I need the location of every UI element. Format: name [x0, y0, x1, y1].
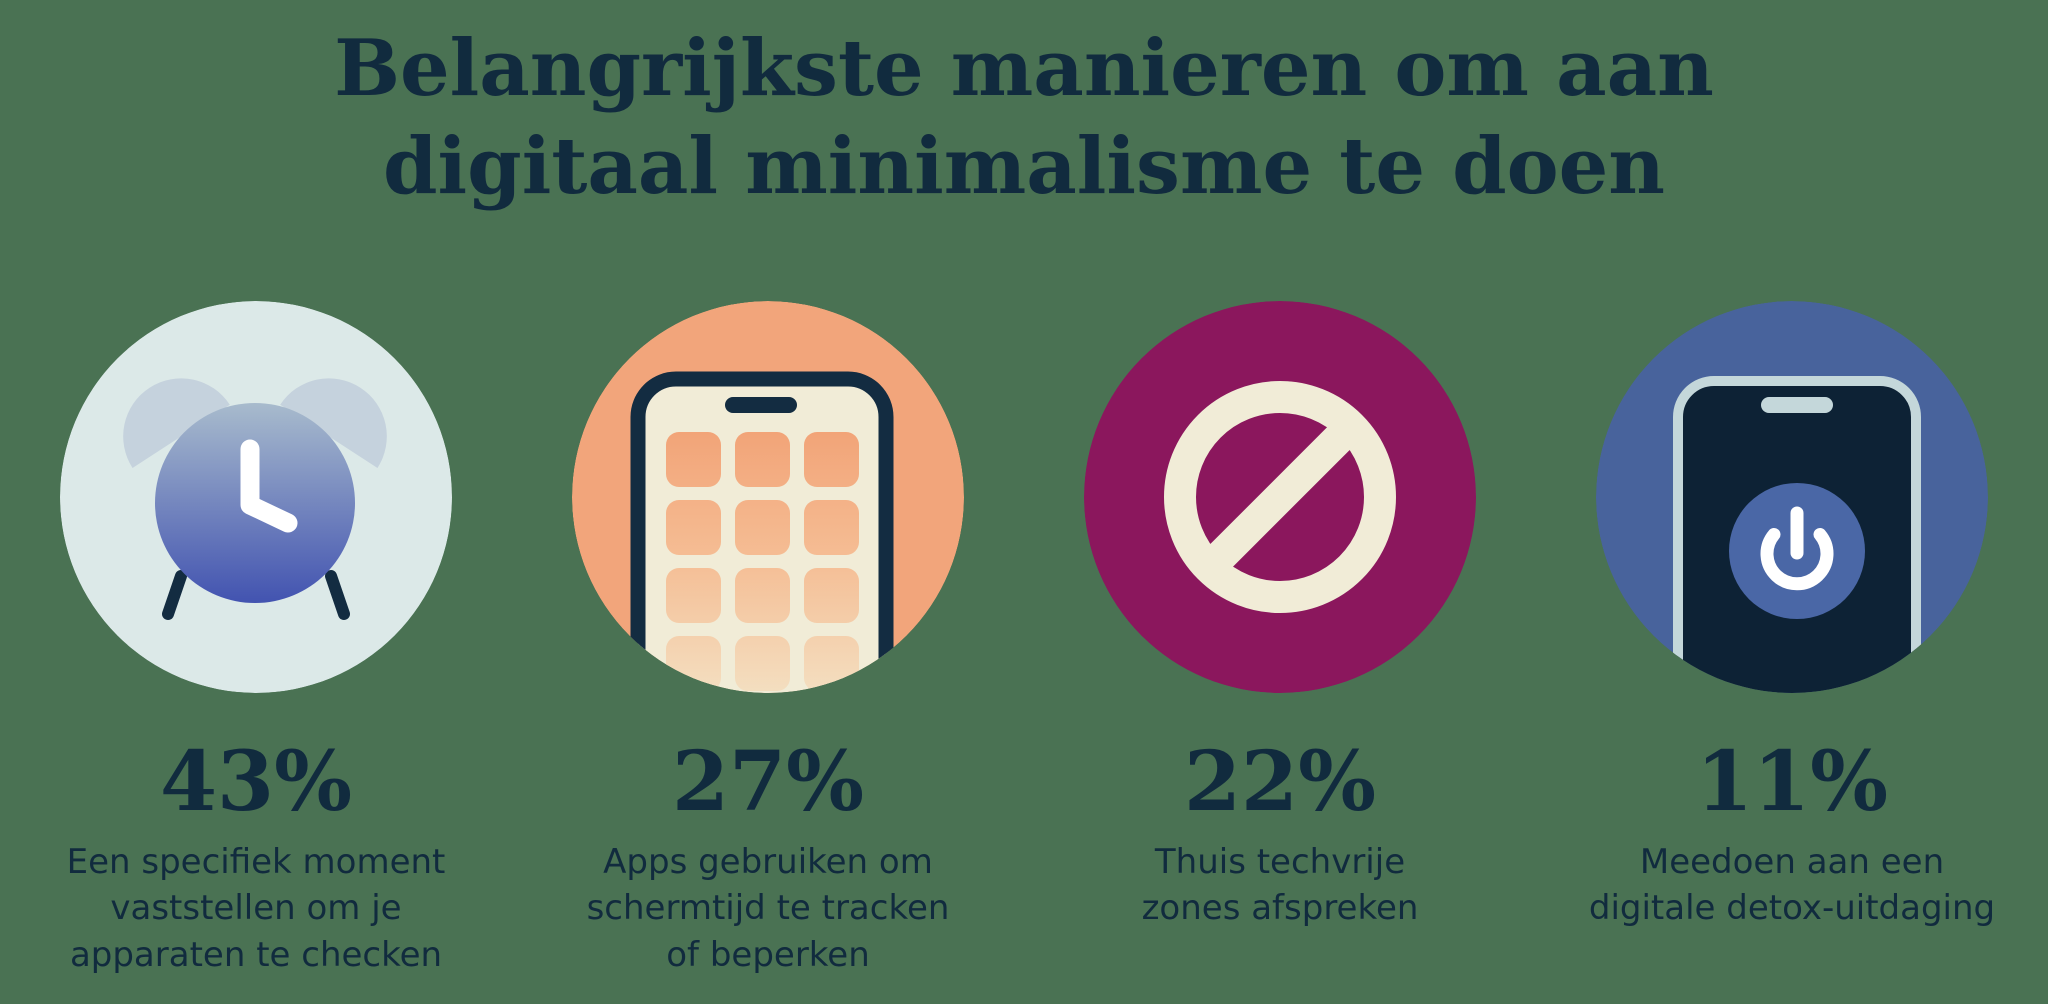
stat-label: Een specifiek moment vaststellen om je a… — [66, 841, 446, 976]
phone-power-icon-svg — [1596, 300, 1988, 693]
phone-app-grid-icon-svg — [572, 300, 964, 693]
no-symbol-icon — [1084, 300, 1476, 693]
stat-label: Meedoen aan een digitale detox-uitdaging — [1588, 841, 1996, 929]
stat-column-techfree-zones: 22% Thuis techvrije zones afspreken — [1024, 300, 1536, 980]
stat-column-detox-challenge: 11% Meedoen aan een digitale detox-uitda… — [1536, 300, 2048, 980]
stat-label: Thuis techvrije zones afspreken — [1141, 841, 1419, 929]
page-title: Belangrijkste manieren om aan digitaal m… — [334, 23, 1714, 213]
stat-percent: 22% — [1183, 733, 1377, 830]
phone-power-icon — [1596, 300, 1988, 693]
no-symbol-icon-svg — [1084, 300, 1476, 693]
stat-column-screen-time-apps: 27% Apps gebruiken om schermtijd te trac… — [512, 300, 1024, 980]
stat-column-check-moment: 43% Een specifiek moment vaststellen om … — [0, 300, 512, 980]
stat-percent: 11% — [1695, 733, 1889, 830]
stat-percent: 27% — [671, 733, 865, 830]
stats-row: 43% Een specifiek moment vaststellen om … — [0, 300, 2048, 980]
phone-app-grid-icon — [572, 300, 964, 693]
stat-percent: 43% — [159, 733, 353, 830]
alarm-clock-icon-svg — [60, 300, 452, 693]
alarm-clock-icon — [60, 300, 452, 693]
stat-label: Apps gebruiken om schermtijd te tracken … — [586, 841, 950, 976]
